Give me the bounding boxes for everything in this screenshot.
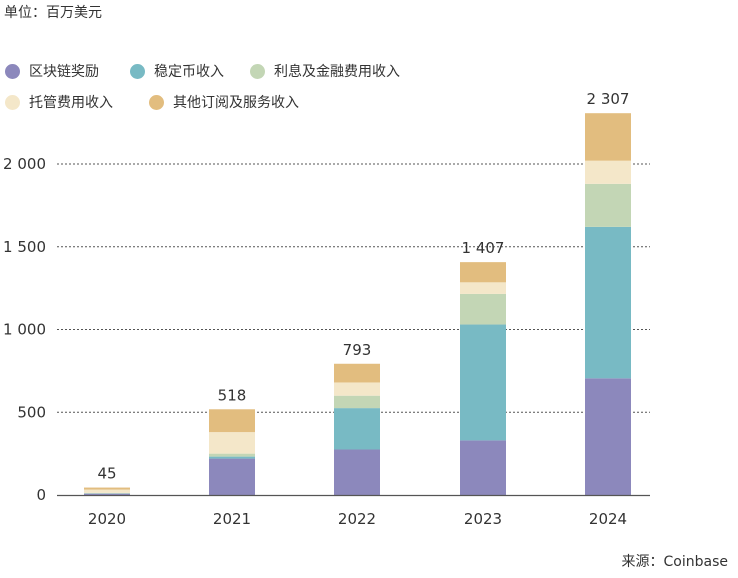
legend-item-other-subscriptions: 其他订阅及服务收入 [149, 92, 299, 112]
bar-segment-2021-2 [209, 456, 255, 459]
labels: 0 500 1 000 1 500 2 000 45 2020 518 2021 793 2022 1… [3, 90, 629, 528]
chart-legend: 区块链奖励 稳定币收入 利息及金融费用收入 托管费用收入 其他订阅及服务收入 [0, 0, 738, 120]
x-tick-label: 2021 [213, 510, 251, 528]
bar-segment-2024-3 [585, 183, 631, 227]
legend-swatch-interest-finance [250, 63, 265, 79]
y-tick-label: 500 [17, 403, 46, 421]
bars [84, 113, 631, 495]
legend-label-block-rewards: 区块链奖励 [29, 64, 99, 80]
legend-label-other-subscriptions: 其他订阅及服务收入 [173, 95, 299, 111]
bar-total-label: 518 [218, 386, 247, 404]
y-tick-label: 2 000 [3, 155, 46, 173]
bar-total-label: 793 [343, 341, 372, 359]
legend-swatch-stablecoin [130, 63, 145, 79]
legend-swatch-custody [5, 94, 20, 110]
legend-swatch-other-subscriptions [149, 94, 164, 110]
bar-total-label: 45 [97, 465, 116, 483]
legend-item-interest-finance: 利息及金融费用收入 [250, 61, 400, 81]
bar-segment-2021-5 [209, 409, 255, 433]
x-tick-label: 2023 [464, 510, 502, 528]
legend-item-block-rewards: 区块链奖励 [5, 61, 99, 81]
x-tick-label: 2022 [338, 510, 376, 528]
bar-segment-2023-2 [460, 324, 506, 441]
legend-label-custody: 托管费用收入 [29, 95, 113, 111]
bar-segment-2021-1 [209, 458, 255, 495]
bar-segment-2022-3 [334, 395, 380, 409]
legend-swatch-block-rewards [5, 63, 20, 79]
y-tick-label: 0 [36, 486, 46, 504]
unit-label: 单位：百万美元 [4, 5, 102, 21]
source-label: 来源：Coinbase [621, 554, 728, 570]
y-tick-label: 1 500 [3, 238, 46, 256]
bar-segment-2022-4 [334, 382, 380, 396]
bar-segment-2020-5 [84, 487, 130, 490]
bar-total-label: 1 407 [462, 239, 505, 257]
bar-total-label: 2 307 [587, 90, 630, 108]
legend-item-custody: 托管费用收入 [5, 92, 113, 112]
bar-segment-2020-4 [84, 489, 130, 493]
bar-segment-2023-1 [460, 440, 506, 495]
bar-segment-2022-1 [334, 449, 380, 495]
bar-segment-2024-5 [585, 113, 631, 161]
legend-item-stablecoin: 稳定币收入 [130, 61, 224, 81]
bar-segment-2024-4 [585, 160, 631, 184]
bar-segment-2022-5 [334, 363, 380, 383]
bar-segment-2021-3 [209, 453, 255, 457]
bar-segment-2023-5 [460, 262, 506, 283]
bar-segment-2023-3 [460, 293, 506, 325]
bar-segment-2023-4 [460, 282, 506, 294]
legend-label-stablecoin: 稳定币收入 [154, 64, 224, 80]
legend-label-interest-finance: 利息及金融费用收入 [274, 64, 400, 80]
bar-segment-2021-4 [209, 432, 255, 454]
x-tick-label: 2024 [589, 510, 627, 528]
bar-segment-2022-2 [334, 408, 380, 450]
bar-segment-2020-1 [84, 493, 130, 495]
bar-segment-2024-2 [585, 226, 631, 379]
x-tick-label: 2020 [88, 510, 126, 528]
bar-segment-2024-1 [585, 378, 631, 495]
y-tick-label: 1 000 [3, 321, 46, 339]
